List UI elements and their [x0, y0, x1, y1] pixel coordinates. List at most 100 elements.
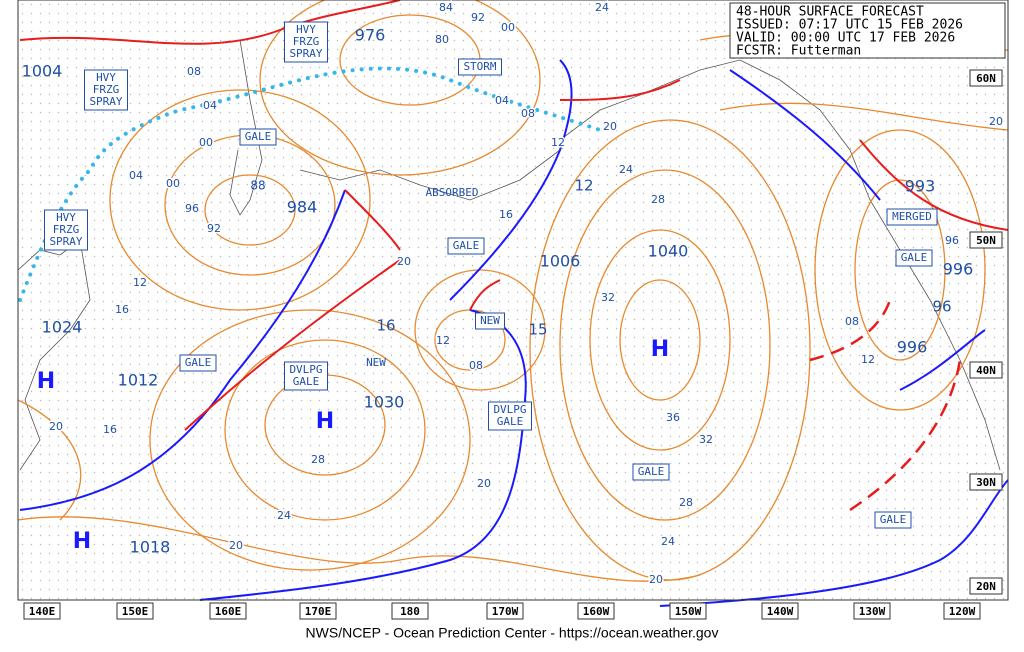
warning-box [179, 354, 217, 372]
warning-label: HVY [296, 23, 316, 36]
high-center: H [651, 337, 669, 362]
isobar-label: 08 [845, 315, 859, 328]
isobar-label: 20 [397, 255, 411, 268]
warning-box [632, 463, 670, 481]
latitude-label: 30N [976, 476, 996, 489]
warning-label: GALE [453, 239, 480, 252]
isobar-label: 20 [989, 115, 1003, 128]
warning-box [895, 249, 933, 267]
isobar-label: 32 [699, 433, 713, 446]
warning-box [475, 312, 505, 330]
pressure-label: 984 [287, 198, 318, 217]
pressure-label: 1018 [130, 538, 171, 557]
isobar-label: 20 [649, 573, 663, 586]
isobar-label: 28 [311, 453, 325, 466]
isobar-label: 80 [435, 33, 449, 46]
header-line: 48-HOUR SURFACE FORECAST [736, 5, 924, 20]
warning-label: SPRAY [289, 47, 322, 60]
pressure-label: 993 [905, 177, 936, 196]
warning-box [239, 128, 277, 146]
isobar-label: 12 [133, 276, 147, 289]
warning-label: DVLPG [289, 363, 322, 376]
isobar-label: 04 [129, 169, 143, 182]
latitude-box [969, 69, 1003, 87]
header-frame [729, 2, 1006, 59]
isobar-label: 92 [471, 11, 485, 24]
longitude-label: 150W [675, 605, 702, 618]
isobar-label: 08 [187, 65, 201, 78]
warning-label: HVY [56, 211, 76, 224]
warning-label: HVY [96, 71, 116, 84]
isobar-label: 12 [861, 353, 875, 366]
isobar-label: 36 [666, 411, 680, 424]
pressure-label: 1012 [118, 371, 159, 390]
isobar-label: 96 [945, 234, 959, 247]
warning-label: GALE [293, 375, 320, 388]
high-center: H [37, 369, 55, 394]
isobar-label: 96 [185, 202, 199, 215]
header-line: VALID: 00:00 UTC 17 FEB 2026 [736, 31, 955, 46]
longitude-box [486, 602, 524, 620]
isobar-label: 92 [207, 222, 221, 235]
latitude-label: 20N [976, 580, 996, 593]
pressure-label: 1030 [364, 393, 405, 412]
pressure-label: 96 [932, 298, 951, 316]
map-background [18, 0, 1008, 600]
longitude-label: 140E [29, 605, 56, 618]
pressure-label: 12 [574, 177, 593, 195]
header-box: 48-HOUR SURFACE FORECAST ISSUED: 07:17 U… [729, 2, 1006, 59]
warning-box [447, 237, 485, 255]
isobar-label: 20 [49, 420, 63, 433]
longitude-box [209, 602, 247, 620]
latitude-box [969, 577, 1003, 595]
longitude-box [577, 602, 615, 620]
warning-label: SPRAY [89, 95, 122, 108]
fronts [18, 0, 1009, 607]
high-center: H [316, 409, 334, 434]
longitude-box [853, 602, 891, 620]
warning-label: DVLPG [493, 403, 526, 416]
pressure-label: 16 [376, 317, 395, 335]
header-line: ISSUED: 07:17 UTC 15 FEB 2026 [736, 18, 963, 33]
warning-label: SPRAY [49, 235, 82, 248]
warning-label: MERGED [892, 210, 932, 223]
isobar-label: 24 [619, 163, 633, 176]
isobars [17, 0, 1009, 582]
longitude-box [669, 602, 707, 620]
longitude-label: 180 [400, 605, 420, 618]
warning-box [284, 21, 328, 63]
isobar-label: 04 [495, 94, 509, 107]
warning-label: FRZG [93, 83, 120, 96]
warning-label: GALE [880, 513, 907, 526]
longitude-label: 140W [767, 605, 794, 618]
isobar-label: 20 [603, 120, 617, 133]
longitude-label: 120W [949, 605, 976, 618]
pressure-label: 88 [250, 179, 265, 193]
high-center: H [73, 529, 91, 554]
latitude-label: 50N [976, 234, 996, 247]
latitude-box [969, 473, 1003, 491]
pressure-label: 976 [355, 26, 386, 45]
warning-label: NEW [480, 314, 500, 327]
isobar-label: 28 [679, 496, 693, 509]
warning-label: FRZG [53, 223, 80, 236]
longitude-box [391, 602, 429, 620]
isobar-label: 08 [469, 359, 483, 372]
isobar-label: 08 [521, 107, 535, 120]
isobar-label: 12 [436, 334, 450, 347]
footer: NWS/NCEP - Ocean Prediction Center - htt… [306, 625, 719, 641]
isobar-label: 00 [501, 21, 515, 34]
longitude-label: 130W [859, 605, 886, 618]
warning-label: GALE [638, 465, 665, 478]
pressure-label: 15 [528, 321, 547, 339]
latitude-box [969, 361, 1003, 379]
isobar-label: 28 [651, 193, 665, 206]
warning-box [874, 511, 912, 529]
note-label: NEW [366, 356, 386, 369]
latitude-label: 40N [976, 364, 996, 377]
isobar-label: 16 [499, 208, 513, 221]
longitude-box [299, 602, 337, 620]
warning-label: STORM [463, 60, 496, 73]
